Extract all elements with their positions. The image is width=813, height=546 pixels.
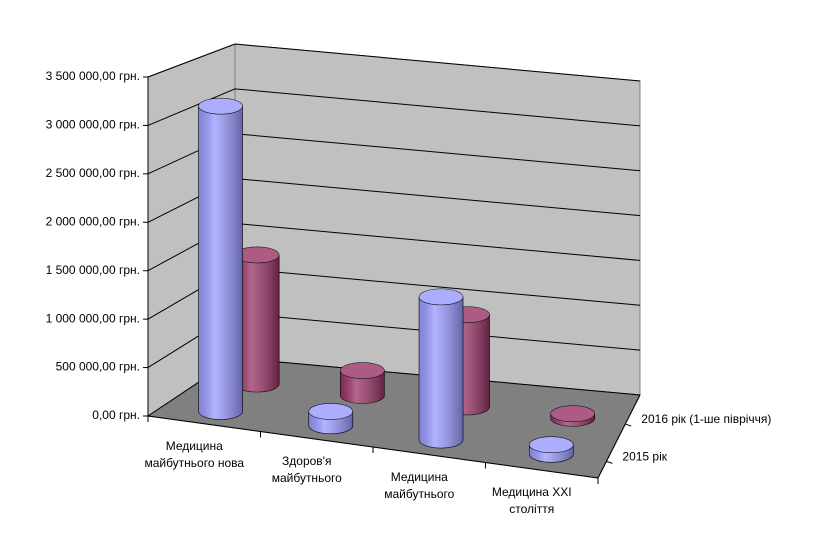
y-tick-label: 2 500 000,00 грн. — [46, 166, 140, 180]
cylinder-top — [340, 362, 385, 379]
x-tick-label: Медицина майбутнього — [384, 469, 455, 501]
cylinder-top-shade — [308, 403, 353, 420]
legend-label: 2016 рік (1-ше півріччя) — [641, 412, 771, 426]
cylinder-top-shade — [235, 246, 280, 263]
y-tick-label: 3 500 000,00 грн. — [46, 69, 140, 83]
y-tick-label: 1 500 000,00 грн. — [46, 263, 140, 277]
cylinder-top — [528, 436, 574, 454]
cylinder-top — [418, 288, 464, 306]
legend-label: 2015 рік — [622, 450, 667, 464]
z-tick — [625, 423, 632, 427]
x-tick-label: Медицина XXI століття — [491, 485, 572, 517]
cylinder-shade — [340, 370, 385, 404]
cylinder-top-shade — [419, 288, 464, 305]
y-tick-label: 500 000,00 грн. — [56, 360, 140, 374]
y-tick-label: 1 000 000,00 грн. — [46, 311, 140, 325]
cylinder-top-shade — [340, 362, 385, 379]
cylinder-shade — [235, 254, 280, 393]
cylinder-top-shade — [550, 405, 595, 422]
cylinder-top-shade — [198, 98, 243, 115]
grid-line — [147, 43, 641, 82]
y-tick-label: 2 000 000,00 грн. — [46, 214, 140, 228]
cylinder-top-shade — [529, 436, 574, 453]
y-tick-label: 0,00 грн. — [92, 408, 140, 422]
cylinder-top — [198, 97, 243, 115]
x-tick-label: Медицина майбутнього нова — [144, 438, 245, 470]
z-axis — [597, 394, 641, 479]
cylinder-shade — [419, 296, 464, 449]
cylinder-top — [550, 405, 596, 423]
cylinder-shade — [198, 106, 243, 420]
cylinder-top — [308, 403, 354, 420]
x-tick-label: Здоров'я майбутнього — [271, 454, 342, 486]
grid-line — [147, 88, 641, 127]
y-tick-label: 3 000 000,00 грн. — [46, 118, 140, 132]
z-tick — [606, 460, 613, 464]
